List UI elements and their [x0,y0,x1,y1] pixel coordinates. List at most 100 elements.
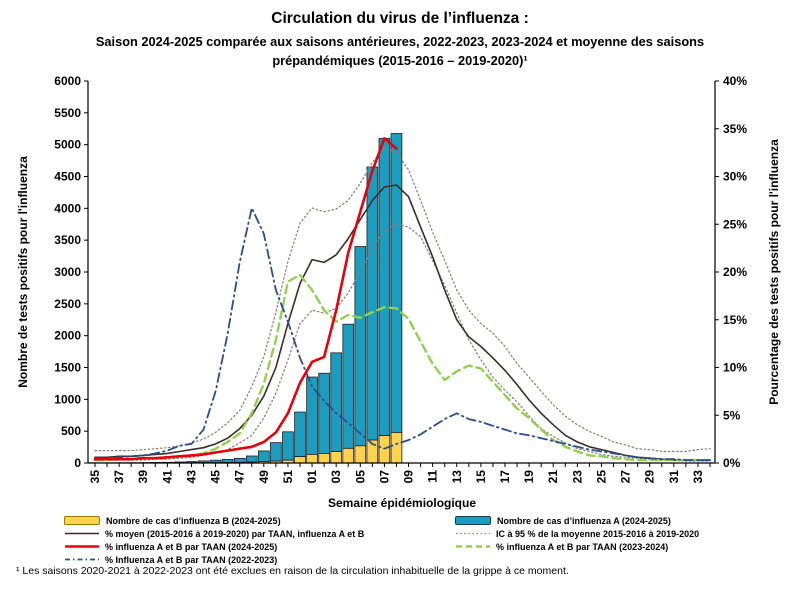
x-tick-label: 31 [667,470,681,484]
legend-item-taan-2022-2023: % Influenza A et B par TAAN (2022-2023) [64,554,455,565]
x-tick-label: 15 [474,470,488,484]
series-ic95-haut [94,147,711,453]
x-tick-label: 49 [257,470,271,484]
x-tick-label: 09 [402,470,416,484]
legend-label-taan-2022-2023: % Influenza A et B par TAAN (2022-2023) [105,554,278,565]
legend-item-ic95: IC à 95 % de la moyenne 2015-2016 à 2019… [455,528,700,539]
chart-subtitle: Saison 2024-2025 comparée aux saisons an… [95,34,705,68]
y-right-tick-label: 25% [723,217,747,231]
y-right-tick-label: 30% [723,170,747,184]
bar-influenza-a-w04 [342,323,355,449]
chart-header: Circulation du virus de l’influenza : Sa… [0,10,800,70]
x-tick-label: 37 [112,470,126,484]
y-left-tick-label: 5500 [54,106,81,120]
bar-influenza-a-w51 [282,431,294,461]
legend-label-taan-2024-2025: % influenza A et B par TAAN (2024-2025) [105,541,278,552]
x-tick-label: 13 [450,470,464,484]
chart-legend: Nombre de cas d’influenza B (2024-2025) … [64,515,699,565]
legend-label-ic95: IC à 95 % de la moyenne 2015-2016 à 2019… [496,528,700,539]
bar-influenza-b-w05 [354,445,367,464]
legend-label-taan-2023-2024: % influenza A et B par TAAN (2023-2024) [496,541,669,552]
legend-swatch-taan-2024-2025-line-icon [65,545,99,548]
y-left-tick-label: 2500 [54,297,81,311]
legend-item-taan-2024-2025: % influenza A et B par TAAN (2024-2025) [64,541,455,552]
y-left-tick-label: 1500 [54,361,81,375]
series-ic95-bas [94,222,711,462]
y-left-tick-label: 3500 [54,233,81,247]
x-tick-label: 33 [691,470,705,484]
legend-label-cas-influenza-a: Nombre de cas d’influenza A (2024-2025) [497,515,671,526]
x-tick-label: 41 [160,470,174,484]
footnote: ¹ Les saisons 2020-2021 à 2022-2023 ont … [16,565,569,577]
bar-influenza-a-w08 [390,133,403,433]
bar-influenza-b-w03 [330,451,342,464]
x-tick-label: 45 [209,470,223,484]
series-taan-2024-2025 [93,137,398,461]
bar-influenza-a-w03 [330,352,342,452]
y-axis-right-title: Pourcentage des tests positifs pour l'in… [767,139,781,405]
x-tick-label: 01 [305,470,319,484]
bar-influenza-a-w49 [258,450,270,462]
x-tick-label: 27 [619,470,633,484]
y-left-tick-label: 6000 [54,74,81,88]
legend-item-cas-influenza-a: Nombre de cas d’influenza A (2024-2025) [455,515,699,526]
y-axis-left-title: Nombre de tests positifs pour l'influenz… [16,156,30,388]
y-right-tick-label: 10% [723,361,747,375]
legend-swatch-moyenne-line-icon [65,532,99,535]
y-left-tick-label: 4500 [54,170,81,184]
legend-column-right: Nombre de cas d’influenza A (2024-2025) … [455,516,699,564]
bar-influenza-b-w01 [306,454,318,464]
y-left-tick-label: 4000 [54,201,81,215]
bar-influenza-a-w50 [270,442,282,462]
y-left-tick-label: 500 [61,424,81,438]
x-tick-label: 03 [329,470,343,484]
bar-influenza-a-w47 [233,457,246,463]
y-left-tick-label: 5000 [54,138,81,152]
bar-influenza-a-w02 [318,372,330,454]
series-taan-2023-2024 [93,273,712,462]
bar-influenza-a-w52 [294,411,306,458]
x-tick-label: 43 [184,470,198,484]
x-tick-label: 21 [546,470,560,484]
bar-influenza-b-w08 [390,432,403,464]
x-axis-title: Semaine épidémiologique [328,496,476,510]
legend-swatch-influenza-a-icon [455,516,491,525]
x-tick-label: 07 [377,470,391,484]
legend-label-cas-influenza-b: Nombre de cas d’influenza B (2024-2025) [106,515,281,526]
bar-influenza-a-w07 [378,137,391,437]
legend-item-taan-2023-2024: % influenza A et B par TAAN (2023-2024) [455,541,699,552]
y-left-tick-label: 0 [74,456,81,470]
x-tick-label: 25 [594,470,608,484]
x-tick-label: 17 [498,470,512,484]
bar-influenza-a-w01 [306,376,318,455]
legend-label-moyenne: % moyen (2015-2016 à 2019-2020) par TAAN… [105,528,365,539]
y-right-tick-label: 0% [723,456,741,470]
bar-influenza-a-w48 [245,455,258,463]
y-right-tick-label: 5% [723,408,741,422]
bar-influenza-b-w02 [318,453,330,464]
y-left-tick-label: 2000 [54,329,81,343]
legend-swatch-ic95-line-icon [456,532,490,535]
legend-swatch-influenza-b-icon [64,516,100,525]
y-right-tick-label: 15% [723,313,747,327]
y-right-tick-label: 40% [723,74,747,88]
chart-title: Circulation du virus de l’influenza : [271,10,529,27]
x-tick-label: 29 [643,470,657,484]
bar-influenza-a-w05 [354,246,367,447]
y-right-tick-label: 35% [723,122,747,136]
x-tick-label: 39 [136,470,150,484]
series-taan-2022-2023 [94,207,711,461]
y-left-tick-label: 3000 [54,265,81,279]
bar-influenza-b-w04 [342,447,355,464]
legend-swatch-taan-2023-2024-line-icon [456,545,490,548]
y-right-tick-label: 20% [723,265,747,279]
x-tick-label: 23 [570,470,584,484]
x-tick-label: 47 [233,470,247,484]
legend-swatch-taan-2022-2023-line-icon [65,558,99,561]
legend-column-left: Nombre de cas d’influenza B (2024-2025) … [64,515,455,565]
legend-item-moyenne: % moyen (2015-2016 à 2019-2020) par TAAN… [64,528,455,539]
x-tick-label: 05 [353,470,367,484]
series-moyenne-2015-2019 [94,184,711,461]
x-tick-label: 19 [522,470,536,484]
